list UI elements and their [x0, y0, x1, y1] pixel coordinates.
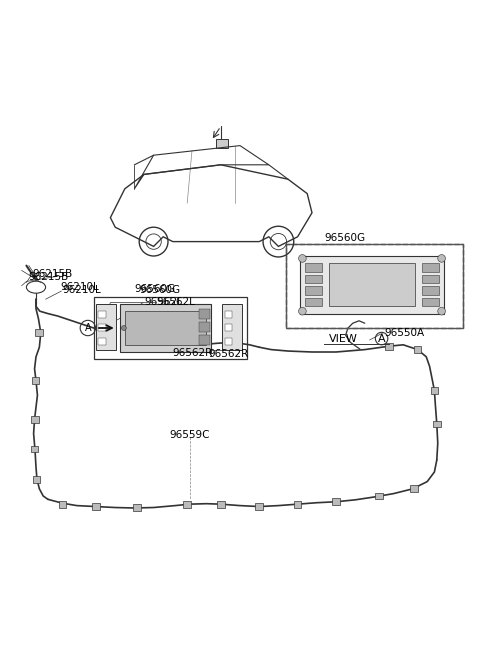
- Text: 96560G: 96560G: [139, 285, 180, 295]
- Text: 96210L: 96210L: [62, 285, 101, 295]
- Bar: [183, 501, 191, 508]
- Bar: [255, 503, 263, 510]
- Text: VIEW: VIEW: [329, 333, 358, 344]
- Bar: [375, 493, 383, 499]
- Bar: [300, 256, 444, 314]
- Bar: [286, 244, 463, 328]
- Bar: [98, 324, 106, 331]
- Bar: [31, 445, 38, 453]
- Bar: [332, 499, 340, 505]
- Bar: [225, 324, 232, 331]
- Bar: [98, 338, 106, 345]
- Bar: [92, 503, 100, 510]
- Text: A: A: [84, 323, 91, 333]
- Text: 96562L: 96562L: [156, 297, 195, 306]
- Bar: [305, 275, 322, 283]
- Bar: [33, 476, 40, 483]
- Bar: [59, 501, 66, 508]
- Bar: [222, 304, 242, 350]
- Bar: [35, 329, 43, 336]
- Bar: [422, 298, 439, 306]
- Bar: [199, 335, 210, 345]
- Circle shape: [438, 308, 445, 315]
- Bar: [32, 377, 39, 384]
- Bar: [433, 420, 441, 427]
- Text: 96560G: 96560G: [134, 284, 176, 294]
- Text: 96550A: 96550A: [384, 328, 424, 338]
- Bar: [286, 244, 463, 328]
- Bar: [329, 263, 415, 306]
- Bar: [305, 298, 322, 306]
- Text: 96559C: 96559C: [169, 430, 210, 440]
- Text: 96210L: 96210L: [60, 282, 99, 292]
- Bar: [225, 338, 232, 345]
- Bar: [422, 275, 439, 283]
- Circle shape: [299, 255, 306, 262]
- Text: 96215B: 96215B: [29, 272, 69, 281]
- Bar: [422, 286, 439, 295]
- Text: 96560G: 96560G: [324, 234, 365, 243]
- Bar: [305, 286, 322, 295]
- Bar: [98, 311, 106, 318]
- Text: 96562R: 96562R: [209, 350, 249, 359]
- Text: 96215B: 96215B: [33, 269, 73, 279]
- Bar: [120, 304, 211, 352]
- Bar: [385, 343, 393, 350]
- Text: A: A: [378, 333, 385, 344]
- Bar: [199, 309, 210, 319]
- Bar: [225, 311, 232, 318]
- Circle shape: [299, 308, 306, 315]
- Circle shape: [121, 325, 126, 331]
- Bar: [217, 501, 225, 508]
- Bar: [125, 311, 206, 345]
- Bar: [133, 504, 141, 511]
- Bar: [96, 304, 116, 350]
- Text: 96562L: 96562L: [144, 297, 183, 306]
- Bar: [294, 501, 301, 508]
- Text: 96562R: 96562R: [173, 348, 213, 358]
- Bar: [94, 297, 247, 359]
- Bar: [31, 416, 39, 422]
- Bar: [414, 346, 421, 353]
- Bar: [422, 263, 439, 272]
- Bar: [410, 485, 418, 492]
- Bar: [431, 387, 438, 394]
- Bar: [305, 263, 322, 272]
- Circle shape: [438, 255, 445, 262]
- Bar: [216, 139, 228, 148]
- Bar: [199, 322, 210, 332]
